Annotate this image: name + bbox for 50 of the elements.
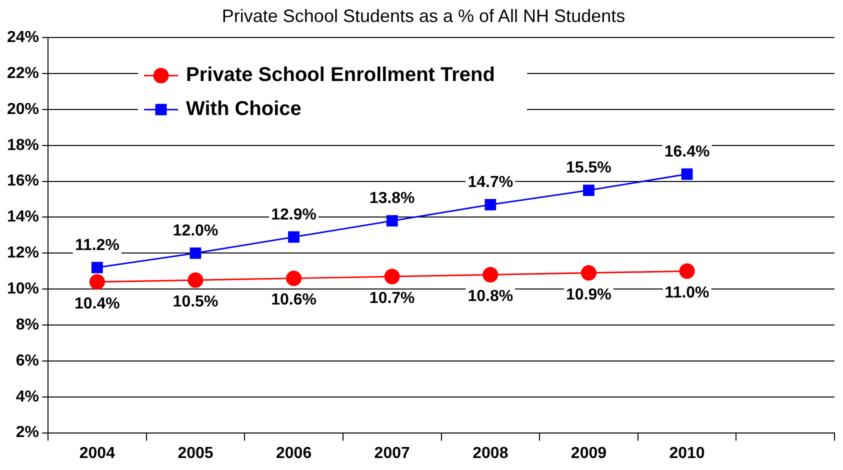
point xyxy=(384,268,400,284)
chart-title: Private School Students as a % of All NH Students xyxy=(222,6,626,26)
point xyxy=(482,266,498,282)
data-label: 15.5% xyxy=(566,160,612,177)
point xyxy=(484,198,496,210)
point xyxy=(190,247,202,259)
y-tick-label: 14% xyxy=(6,208,40,226)
y-tick-label: 8% xyxy=(16,316,40,334)
y-tick-label: 24% xyxy=(6,29,40,46)
x-tick-label: 2006 xyxy=(276,444,312,462)
x-tick-label: 2005 xyxy=(178,444,214,462)
x-tick-label: 2004 xyxy=(79,444,116,462)
point xyxy=(89,274,105,290)
x-tick-label: 2009 xyxy=(570,444,607,462)
data-label: 11.2% xyxy=(74,236,120,254)
data-label: 14.7% xyxy=(468,174,514,192)
y-tick-label: 10% xyxy=(6,280,40,298)
x-tick-label: 2008 xyxy=(472,444,508,462)
data-label: 10.6% xyxy=(271,292,316,309)
y-tick-label: 20% xyxy=(6,100,40,118)
data-label: 13.8% xyxy=(369,190,415,208)
y-tick-label: 12% xyxy=(6,244,40,262)
x-tick-label: 2007 xyxy=(374,444,410,462)
point xyxy=(580,265,596,281)
point xyxy=(288,231,300,243)
y-tick-label: 18% xyxy=(6,136,40,154)
point xyxy=(681,168,693,180)
data-label: 10.9% xyxy=(566,286,612,304)
point xyxy=(679,263,695,279)
point xyxy=(91,262,103,274)
y-tick-label: 4% xyxy=(16,388,40,406)
data-label: 16.4% xyxy=(664,144,710,161)
y-tick-label: 6% xyxy=(16,352,40,370)
point xyxy=(386,215,398,227)
data-label: 10.7% xyxy=(369,290,415,307)
y-tick-label: 2% xyxy=(16,424,40,442)
y-tick-label: 16% xyxy=(6,172,40,190)
data-label: 11.0% xyxy=(664,284,710,302)
data-label: 12.9% xyxy=(271,206,316,224)
data-label: 12.0% xyxy=(172,222,218,240)
y-tick-label: 22% xyxy=(6,64,40,82)
point xyxy=(188,272,204,288)
data-label: 10.4% xyxy=(74,295,120,312)
point xyxy=(583,184,594,196)
legend-label: With Choice xyxy=(186,98,302,120)
data-label: 10.5% xyxy=(172,294,218,311)
data-label: 10.8% xyxy=(468,288,514,306)
legend-label: Private School Enrollment Trend xyxy=(186,64,495,86)
x-tick-label: 2010 xyxy=(669,444,705,462)
point xyxy=(286,270,302,286)
